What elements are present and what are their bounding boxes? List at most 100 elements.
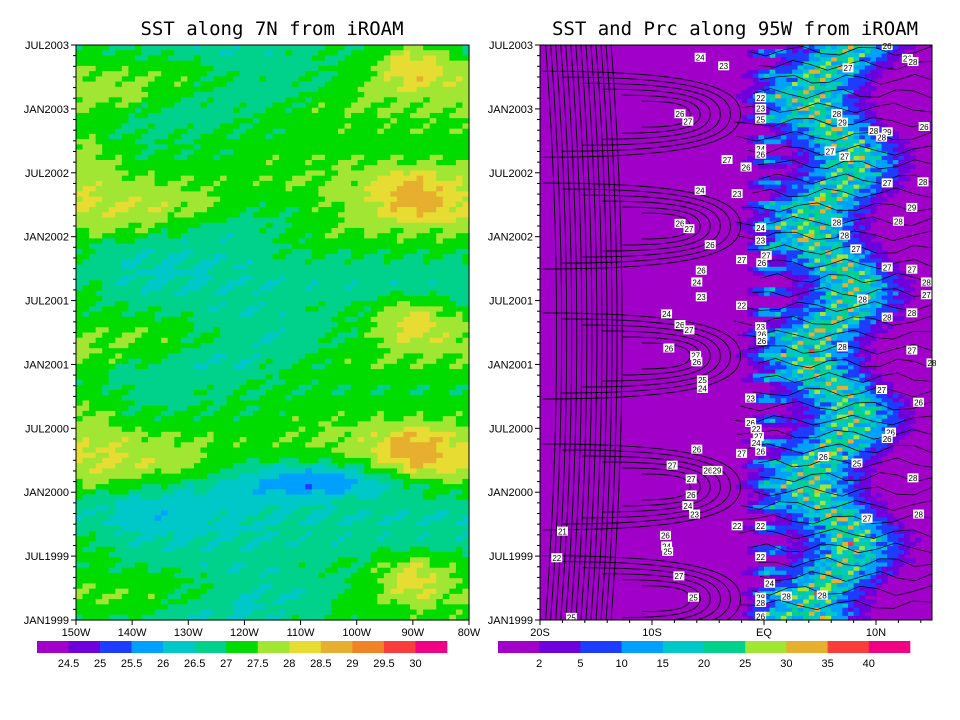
contour-label-box bbox=[857, 294, 869, 304]
colorbar-label: 26.5 bbox=[184, 658, 205, 670]
contour-label: 27 bbox=[850, 244, 862, 254]
colorbar-swatch bbox=[415, 641, 448, 653]
contour-label-box bbox=[824, 146, 836, 156]
contour-label-text: 27 bbox=[883, 179, 892, 188]
contour-label-box bbox=[836, 117, 848, 127]
colorbar-label: 25 bbox=[739, 658, 751, 670]
contour-label-box bbox=[885, 427, 897, 437]
contour-label-text: 28 bbox=[907, 309, 916, 318]
contour-label-text: 22 bbox=[733, 522, 742, 531]
contour-label-text: 26 bbox=[687, 491, 696, 500]
contour-label-box bbox=[892, 216, 904, 226]
contour-label-text: 23 bbox=[746, 394, 755, 403]
colorbar-label: 24.5 bbox=[58, 658, 79, 670]
contour-label-text: 27 bbox=[687, 475, 696, 484]
sst-contour bbox=[733, 514, 932, 525]
contour-label: 27 bbox=[842, 63, 854, 73]
contour-label: 22 bbox=[755, 552, 767, 562]
contour-label-box bbox=[682, 116, 694, 126]
sst-contour bbox=[760, 74, 932, 85]
x-tick-label: 10N bbox=[866, 627, 886, 639]
contour-label-box bbox=[756, 329, 768, 339]
x-tick-label: 20S bbox=[530, 627, 550, 639]
contour-label-box bbox=[906, 308, 918, 318]
contour-label: 26 bbox=[695, 265, 707, 276]
y-tick-label: JAN2003 bbox=[488, 104, 533, 116]
contour-label: 23 bbox=[755, 103, 767, 114]
colorbar-label: 29 bbox=[346, 658, 358, 670]
contour-label-text: 26 bbox=[756, 448, 765, 457]
contour-label: 27 bbox=[906, 264, 918, 274]
contour-label-text: 23 bbox=[697, 293, 706, 302]
contour-label: 25 bbox=[851, 458, 863, 468]
contour-label-text: 26 bbox=[676, 220, 685, 229]
x-tick-label: 130W bbox=[174, 627, 203, 639]
contour-label: 28 bbox=[876, 132, 888, 142]
contour-label-text: 27 bbox=[883, 263, 892, 272]
sst-contour bbox=[760, 372, 932, 383]
contour-label-box bbox=[850, 244, 862, 254]
contour-label-text: 28 bbox=[756, 599, 765, 608]
contour-label-text: 25 bbox=[567, 614, 576, 623]
y-tick-label: JUL2002 bbox=[489, 168, 533, 180]
contour-label-box bbox=[817, 452, 829, 462]
contour-label-text: 28 bbox=[919, 178, 928, 187]
sst-contour bbox=[760, 272, 932, 284]
contour-label-box bbox=[750, 424, 762, 434]
contour-label: 24 bbox=[694, 185, 706, 196]
colorbar-swatch bbox=[745, 641, 787, 653]
x-tick-label: 120W bbox=[230, 627, 259, 639]
sst-contour bbox=[741, 202, 932, 213]
contour-label-text: 26 bbox=[697, 267, 706, 276]
contour-label: 28 bbox=[906, 308, 918, 318]
contour-label: 27 bbox=[736, 255, 748, 265]
contour-label-box bbox=[736, 300, 748, 310]
contour-label-box bbox=[861, 513, 873, 523]
y-tick-label: JAN2001 bbox=[488, 359, 533, 371]
y-tick-label: JAN1999 bbox=[488, 615, 533, 627]
contour-label: 24 bbox=[755, 144, 767, 154]
contour-label: 28 bbox=[881, 312, 893, 322]
contour-label: 24 bbox=[661, 541, 673, 551]
contour-label-text: 28 bbox=[922, 278, 931, 287]
sst-contour bbox=[582, 324, 721, 388]
contour-label: 26 bbox=[755, 611, 767, 622]
contour-label: 27 bbox=[861, 513, 873, 524]
contour-label: 28 bbox=[839, 230, 851, 240]
colorbar-label: 30 bbox=[780, 658, 792, 670]
contour-label: 28 bbox=[920, 277, 932, 287]
contour-label-text: 27 bbox=[685, 225, 694, 234]
contour-label: 22 bbox=[736, 300, 748, 311]
contour-label-box bbox=[721, 155, 733, 164]
contour-label-box bbox=[755, 149, 767, 159]
sst-contour bbox=[758, 457, 932, 469]
contour-label-box bbox=[764, 578, 776, 588]
x-tick-label: 140W bbox=[118, 627, 147, 639]
contour-label-text: 27 bbox=[922, 291, 931, 300]
contour-label-box bbox=[696, 375, 708, 385]
contour-label-text: 26 bbox=[914, 399, 923, 408]
sst-contour bbox=[602, 461, 711, 513]
contour-label-text: 21 bbox=[558, 527, 567, 536]
contour-label-text: 26 bbox=[746, 419, 755, 428]
contour-label: 23 bbox=[718, 61, 730, 71]
y-tick-label: JAN1999 bbox=[24, 615, 69, 627]
contour-label-text: 27 bbox=[674, 572, 683, 581]
contour-label-box bbox=[780, 591, 792, 601]
contour-label-text: 26 bbox=[756, 150, 765, 159]
y-tick-label: JUL2000 bbox=[489, 423, 533, 435]
sst-contour bbox=[733, 315, 932, 326]
contour-label-box bbox=[674, 218, 686, 228]
contour-label-box bbox=[683, 224, 695, 234]
contour-label-box bbox=[661, 541, 673, 551]
contour-label: 28 bbox=[816, 590, 828, 600]
sst-contour bbox=[575, 45, 588, 620]
contour-label-box bbox=[917, 177, 929, 187]
contour-label: 22 bbox=[551, 553, 563, 563]
sst-contour bbox=[752, 187, 932, 199]
contour-label-text: 25 bbox=[689, 593, 698, 602]
contour-label-box bbox=[663, 343, 675, 353]
sst-contour bbox=[760, 472, 932, 483]
sst-contour bbox=[565, 45, 578, 620]
